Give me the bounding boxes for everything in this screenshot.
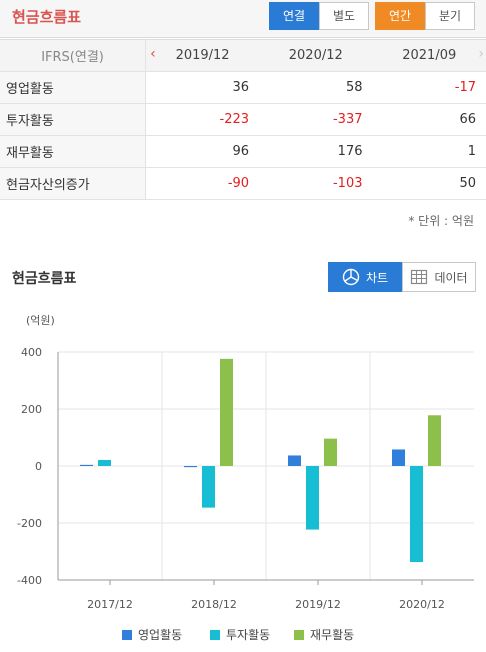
bar	[306, 466, 319, 530]
legend-label: 투자활동	[226, 628, 270, 642]
unit-note: * 단위 : 억원	[408, 214, 474, 228]
y-tick-label: -400	[17, 574, 42, 587]
bar	[392, 449, 405, 466]
y-axis-label: (억원)	[26, 314, 55, 327]
table-corner-label: IFRS(연결)	[0, 39, 147, 72]
header-bar: 현금흐름표 연결 별도 연간 분기	[0, 0, 486, 38]
bar	[220, 358, 233, 466]
table-header-row: IFRS(연결) ‹ 2019/12 2020/12 2021/09 ›	[0, 39, 486, 72]
table-row: 영업활동 36 58 -17	[0, 71, 486, 104]
year-header: ‹ 2019/12	[145, 39, 260, 72]
x-tick-label: 2018/12	[191, 598, 237, 611]
legend-swatch	[122, 630, 132, 640]
table-grid-icon	[410, 268, 428, 286]
table-row: 투자활동 -223 -337 66	[0, 103, 486, 136]
table-cell: -223	[145, 103, 260, 136]
bar-chart: (억원) 400 200 0 -200 -400 2017/12 2018/12 2019/12…	[17, 314, 474, 642]
row-label: 영업활동	[0, 71, 147, 104]
table-cell: 1	[372, 135, 486, 168]
bar	[288, 455, 301, 466]
year-header: 2020/12	[259, 39, 373, 72]
consolidated-button[interactable]: 연결	[269, 2, 319, 30]
row-label: 투자활동	[0, 103, 147, 136]
table-cell: -337	[259, 103, 373, 136]
y-tick-label: 0	[35, 460, 42, 473]
table-row: 현금자산의증가 -90 -103 50	[0, 167, 486, 200]
period-toggle: 연간 분기	[375, 2, 475, 30]
table-cell: -103	[259, 167, 373, 200]
row-label: 재무활동	[0, 135, 147, 168]
cashflow-chart: (억원) 400 200 0 -200 -400 2017/12 2018/12 2019/12…	[0, 300, 486, 652]
table-row: 재무활동 96 176 1	[0, 135, 486, 168]
consolidation-toggle: 연결 별도	[269, 2, 369, 30]
prev-period-arrow-icon[interactable]: ‹	[150, 46, 156, 62]
separate-button[interactable]: 별도	[319, 2, 369, 30]
table-cell: -17	[372, 71, 486, 104]
table-cell: 50	[372, 167, 486, 200]
row-label: 현금자산의증가	[0, 167, 147, 200]
legend-swatch	[294, 630, 304, 640]
annual-button[interactable]: 연간	[375, 2, 425, 30]
bar	[80, 464, 93, 466]
next-period-arrow-icon[interactable]: ›	[478, 46, 484, 62]
legend-label: 재무활동	[310, 628, 354, 642]
quarterly-button[interactable]: 분기	[425, 2, 475, 30]
y-tick-label: 400	[21, 346, 42, 359]
table-cell: 36	[145, 71, 260, 104]
y-tick-label: 200	[21, 403, 42, 416]
x-tick-label: 2019/12	[295, 598, 341, 611]
y-tick-label: -200	[17, 517, 42, 530]
cashflow-table: IFRS(연결) ‹ 2019/12 2020/12 2021/09 › 영업활…	[0, 39, 486, 200]
chart-section-title: 현금흐름표	[12, 271, 77, 287]
table-cell: 176	[259, 135, 373, 168]
data-view-button[interactable]: 데이터	[402, 262, 476, 292]
table-cell: 66	[372, 103, 486, 136]
pie-chart-icon	[342, 268, 360, 286]
bar	[410, 466, 423, 563]
bar	[324, 438, 337, 466]
chart-view-button[interactable]: 차트	[328, 262, 402, 292]
x-tick-label: 2020/12	[399, 598, 445, 611]
view-toggle: 차트 데이터	[328, 262, 476, 292]
table-cell: 96	[145, 135, 260, 168]
bar	[184, 466, 197, 468]
bar	[428, 415, 441, 466]
bar	[98, 460, 111, 466]
x-tick-label: 2017/12	[87, 598, 133, 611]
table-cell: 58	[259, 71, 373, 104]
year-header: 2021/09 ›	[372, 39, 486, 72]
legend-swatch	[210, 630, 220, 640]
page-title: 현금흐름표	[12, 8, 82, 26]
legend-label: 영업활동	[138, 628, 182, 642]
bar	[202, 466, 215, 508]
table-cell: -90	[145, 167, 260, 200]
